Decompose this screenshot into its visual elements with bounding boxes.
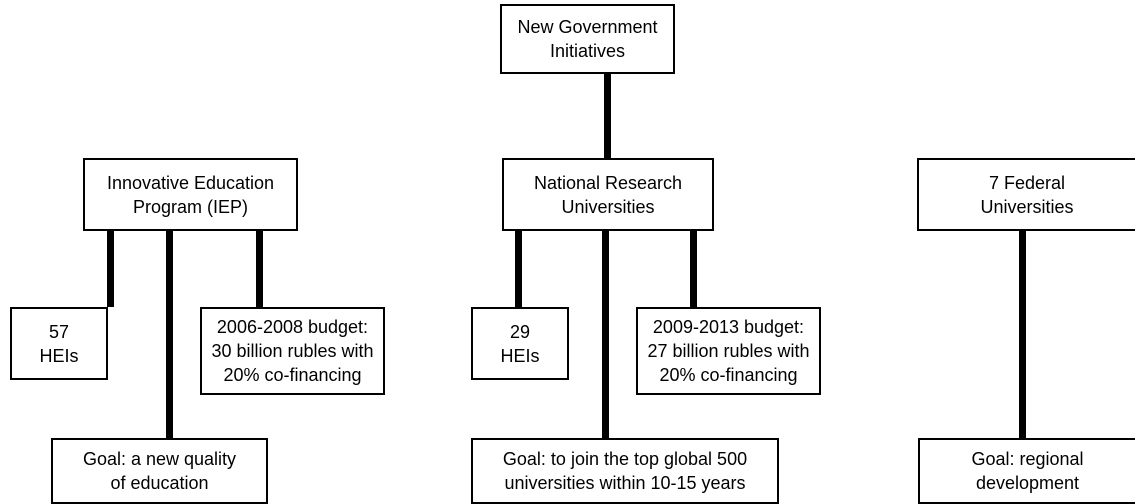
fed-title-line-1: 7 Federal: [988, 172, 1066, 193]
node-innovative-education-program: Innovative Education Program (IEP): [83, 158, 298, 231]
connector-nru-to-heis: [515, 231, 522, 307]
node-federal-universities: 7 Federal Universities: [917, 158, 1135, 231]
iep-goal-line-2: of education: [110, 473, 209, 493]
nru-heis-label: HEIs: [500, 345, 540, 366]
fed-title-line-2: Universities: [980, 196, 1074, 217]
nru-goal-line-2: universities within 10-15 years: [504, 473, 746, 493]
root-node-new-government-initiatives: New Government Initiatives: [500, 4, 675, 74]
iep-heis-count: 57: [48, 321, 70, 342]
node-iep-goal: Goal: a new quality of education: [51, 438, 268, 504]
nru-budget-line-1: 2009-2013 budget:: [652, 317, 805, 337]
connector-fed-to-goal: [1019, 231, 1026, 438]
node-national-research-universities: National Research Universities: [502, 158, 714, 231]
nru-goal-line-1: Goal: to join the top global 500: [502, 449, 748, 469]
node-nru-budget: 2009-2013 budget: 27 billion rubles with…: [636, 307, 821, 395]
iep-title-line-1: Innovative Education: [106, 172, 275, 193]
nru-budget-line-3: 20% co-financing: [659, 365, 798, 385]
connector-iep-to-heis: [107, 231, 114, 307]
nru-heis-count: 29: [509, 321, 531, 342]
connector-iep-to-goal: [166, 231, 173, 438]
iep-goal-line-1: Goal: a new quality: [82, 449, 237, 469]
iep-budget-line-2: 30 billion rubles with: [211, 341, 374, 361]
fed-goal-line-1: Goal: regional: [971, 449, 1084, 469]
connector-nru-to-budget: [690, 231, 697, 307]
iep-title-line-2: Program (IEP): [132, 196, 249, 217]
connector-nru-to-goal: [602, 231, 609, 438]
iep-budget-line-1: 2006-2008 budget:: [216, 317, 369, 337]
root-line-2: Initiatives: [549, 41, 626, 61]
node-nru-heis: 29 HEIs: [471, 307, 569, 380]
root-line-1: New Government: [517, 17, 658, 37]
nru-title-line-2: Universities: [561, 196, 655, 217]
node-nru-goal: Goal: to join the top global 500 univers…: [471, 438, 779, 504]
fed-goal-line-2: development: [975, 473, 1080, 493]
node-iep-budget: 2006-2008 budget: 30 billion rubles with…: [200, 307, 385, 395]
node-federal-goal: Goal: regional development: [918, 438, 1135, 504]
connector-root-to-nru: [604, 74, 611, 158]
connector-iep-to-budget: [256, 231, 263, 307]
node-iep-heis: 57 HEIs: [10, 307, 108, 380]
iep-heis-label: HEIs: [39, 345, 79, 366]
iep-budget-line-3: 20% co-financing: [223, 365, 362, 385]
nru-budget-line-2: 27 billion rubles with: [647, 341, 810, 361]
nru-title-line-1: National Research: [533, 172, 683, 193]
